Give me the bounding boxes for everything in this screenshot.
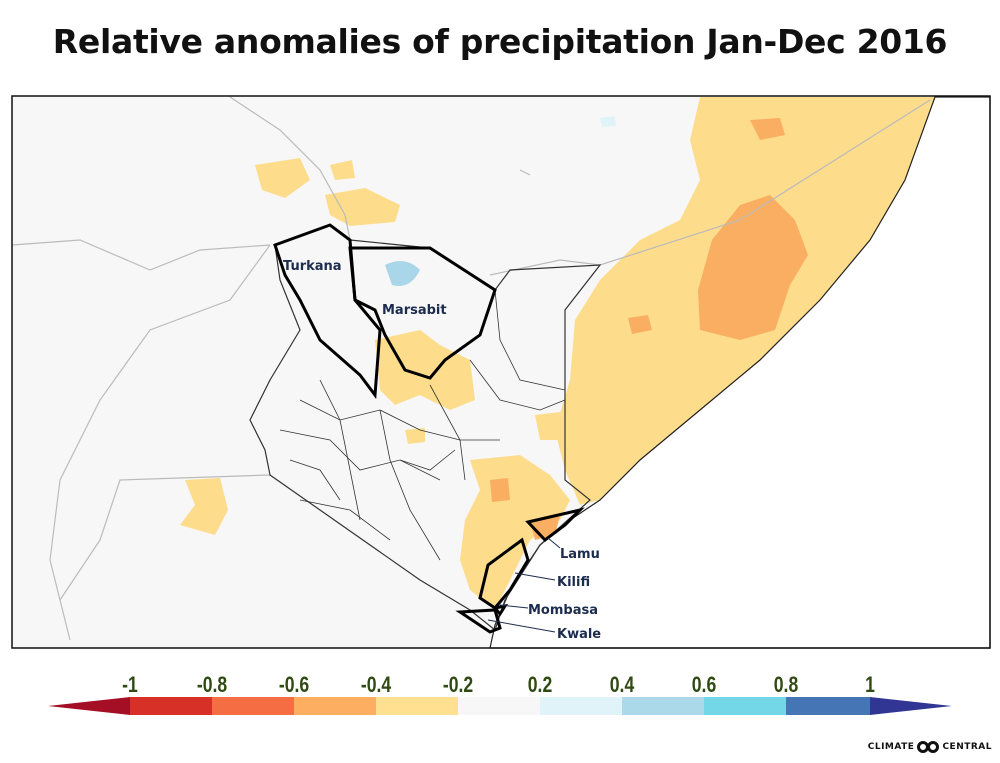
county-borders	[279, 289, 566, 561]
lamu-outline	[525, 507, 585, 543]
map-frame	[11, 95, 991, 649]
colorbar	[48, 697, 952, 715]
colorbar-bin	[294, 697, 376, 715]
colorbar-tick: 1	[865, 672, 875, 697]
climate-central-logo: CLIMATE CENTRAL	[868, 741, 992, 753]
wet-anomaly-area	[385, 261, 420, 286]
kwale-outline	[455, 608, 502, 634]
label-kwale: Kwale	[557, 627, 601, 642]
marsabit-outline	[348, 246, 497, 380]
colorbar-tick: -0.8	[196, 672, 228, 697]
colorbar-under-arrow	[48, 697, 130, 715]
colorbar-tick: 0.4	[609, 672, 635, 697]
colorbar-bin	[212, 697, 294, 715]
logo-rings-icon	[917, 741, 940, 753]
colorbar-bin	[130, 697, 212, 715]
wet-anomaly-area-small	[600, 116, 616, 127]
colorbar-tick: 0.6	[691, 672, 717, 697]
label-mombasa: Mombasa	[528, 603, 598, 618]
mombasa-outline	[492, 603, 509, 617]
turkana-outline	[273, 223, 382, 400]
colorbar-bin	[540, 697, 622, 715]
colorbar-tick: -0.6	[278, 672, 310, 697]
label-kilifi: Kilifi	[557, 575, 590, 590]
colorbar-bin	[458, 697, 540, 715]
colorbar-tick: 0.8	[773, 672, 799, 697]
colorbar-tick: -0.2	[442, 672, 474, 697]
colorbar-bin	[786, 697, 870, 715]
moderate-dry-areas	[490, 118, 808, 540]
colorbar-tick: -0.4	[360, 672, 392, 697]
map-title: Relative anomalies of precipitation Jan-…	[52, 22, 948, 61]
colorbar-bin	[622, 697, 704, 715]
colorbar-over-arrow	[870, 697, 952, 715]
label-marsabit: Marsabit	[382, 303, 447, 318]
label-turkana: Turkana	[283, 259, 342, 274]
colorbar-tick: -1	[122, 672, 138, 697]
logo-text-right: CENTRAL	[942, 742, 992, 752]
logo-text-left: CLIMATE	[867, 742, 915, 752]
colorbar-tick: 0.2	[527, 672, 553, 697]
colorbar-bin	[376, 697, 458, 715]
label-lamu: Lamu	[560, 547, 600, 562]
label-leaders	[487, 537, 561, 633]
highlighted-county-outlines	[273, 223, 585, 634]
colorbar-bin	[704, 697, 786, 715]
